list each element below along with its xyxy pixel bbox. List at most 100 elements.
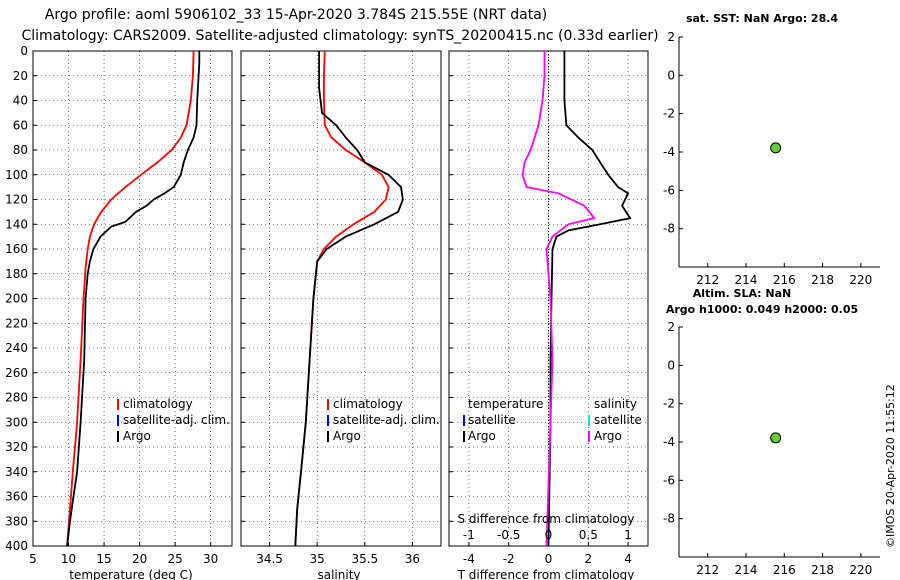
- legend-swatch-argo: [117, 431, 119, 442]
- depth-yticks: 0 20 40 60 80 100 120 140 160 180 200 220 240 260 280 3…: [5, 44, 28, 553]
- temperature-grid: [32, 50, 232, 547]
- ytick-label: 300: [5, 415, 28, 429]
- legend-swatch-climatology: [117, 399, 119, 410]
- series-line-climatology: [66, 50, 195, 547]
- legend-title-temperature: temperature: [468, 397, 543, 411]
- sst-panel: sat. SST: NaN Argo: 28.4 212 214 216 218 220…: [663, 12, 880, 287]
- xtick-label: 15: [96, 552, 111, 566]
- xtick-label: 4: [624, 552, 632, 566]
- xtick-label: 212: [696, 273, 719, 287]
- ytick-label: 280: [5, 391, 28, 405]
- ytick-label: -6: [663, 473, 675, 487]
- xtick-label: -2: [503, 552, 515, 566]
- ytick-label: 220: [5, 316, 28, 330]
- ytick-label: 340: [5, 465, 28, 479]
- legend-swatch-satellite: [117, 415, 119, 426]
- difference-xticks: -4 -2 0 2 4: [463, 552, 632, 566]
- xtick-label: 30: [203, 552, 218, 566]
- legend-label-satellite: satellite-adj. clim.: [333, 413, 440, 427]
- xtick-label: 20: [132, 552, 147, 566]
- xtick-label-salinity: -0.5: [497, 528, 520, 542]
- xtick-label: 36: [405, 552, 420, 566]
- ytick-label: 2: [667, 320, 675, 334]
- ytick-label: 0: [20, 44, 28, 58]
- ytick-label: -8: [663, 222, 675, 236]
- legend-title-salinity: salinity: [594, 397, 637, 411]
- ytick-label: 240: [5, 341, 28, 355]
- legend-swatch-satellite: [327, 415, 329, 426]
- ytick-label: 100: [5, 168, 28, 182]
- salinity-grid: [241, 50, 441, 547]
- legend-label-argo: Argo: [123, 429, 151, 443]
- xtick-label: 35: [310, 552, 325, 566]
- sst-title: sat. SST: NaN Argo: 28.4: [686, 12, 838, 25]
- ytick-label: -4: [663, 435, 675, 449]
- xtick-label: 220: [849, 563, 872, 577]
- ytick-label: 40: [13, 94, 28, 108]
- ytick-label: 360: [5, 490, 28, 504]
- ytick-label: 160: [5, 242, 28, 256]
- temperature-legend: climatology satellite-adj. clim. Argo: [117, 397, 230, 443]
- xtick-label: 5: [29, 552, 37, 566]
- imos-credit: ©IMOS 20-Apr-2020 11:55:12: [884, 384, 897, 548]
- sla-title-line-1: Altim. SLA: NaN: [693, 287, 792, 300]
- salinity-panel: 34.5 35 35.5 36 salinity climatology satell…: [240, 50, 442, 580]
- xtick-label: 216: [773, 273, 796, 287]
- xtick-label-salinity: 0: [545, 528, 553, 542]
- xtick-label: 218: [811, 273, 834, 287]
- sst-yticks: 2 0 -2 -4 -6 -8: [663, 30, 683, 236]
- ytick-label: -4: [663, 145, 675, 159]
- sla-points: [770, 432, 782, 444]
- temperature-xlabel: temperature (deg C): [69, 568, 192, 580]
- xtick-label: 0: [545, 552, 553, 566]
- series-line-argo: [294, 51, 404, 547]
- legend-label-t-satellite: satellite: [468, 413, 516, 427]
- ytick-label: -6: [663, 183, 675, 197]
- legend-swatch-t-satellite: [463, 415, 465, 426]
- legend-label-climatology: climatology: [333, 397, 403, 411]
- salinity-lines: [294, 50, 404, 547]
- scatter-point: [770, 432, 782, 444]
- xtick-label: 35.5: [351, 552, 378, 566]
- temperature-lines: [66, 50, 201, 547]
- temperature-axes-box: [32, 50, 233, 547]
- legend-label-satellite: satellite-adj. clim.: [123, 413, 230, 427]
- xtick-label-salinity: -1: [463, 528, 475, 542]
- xtick-label-salinity: 0.5: [579, 528, 598, 542]
- ytick-label: 400: [5, 539, 28, 553]
- ytick-label: 0: [667, 358, 675, 372]
- difference-xlabel-top: S difference from climatology: [458, 512, 635, 526]
- difference-xlabel: T difference from climatology: [457, 568, 635, 580]
- sla-title-line-2: Argo h1000: 0.049 h2000: 0.05: [666, 303, 858, 316]
- ytick-label: 380: [5, 514, 28, 528]
- xtick-label-salinity: 1: [624, 528, 632, 542]
- legend-swatch-s-satellite: [588, 415, 590, 426]
- xtick-label: 218: [811, 563, 834, 577]
- ytick-label: 140: [5, 217, 28, 231]
- xtick-label: 2: [584, 552, 592, 566]
- xtick-label: -4: [463, 552, 475, 566]
- legend-swatch-s-argo: [588, 431, 590, 442]
- ytick-label: 200: [5, 292, 28, 306]
- ytick-label: 320: [5, 440, 28, 454]
- ytick-label: -2: [663, 107, 675, 121]
- xtick-label: 214: [735, 563, 758, 577]
- xtick-label: 216: [773, 563, 796, 577]
- title-line-1: Argo profile: aoml 5906102_33 15-Apr-202…: [45, 7, 547, 23]
- temperature-xticks: 5 10 15 20 25 30: [29, 552, 218, 566]
- sla-yticks: 2 0 -2 -4 -6 -8: [663, 320, 683, 526]
- sla-panel: Altim. SLA: NaN Argo h1000: 0.049 h2000:…: [663, 287, 880, 577]
- difference-xticks-salinity: -1 -0.5 0 0.5 1: [463, 528, 632, 542]
- legend-swatch-argo: [327, 431, 329, 442]
- xtick-label: 10: [61, 552, 76, 566]
- ytick-label: 0: [667, 68, 675, 82]
- xtick-label: 25: [168, 552, 183, 566]
- ytick-label: -8: [663, 512, 675, 526]
- ytick-label: 20: [13, 69, 28, 83]
- ytick-label: 180: [5, 267, 28, 281]
- salinity-legend: climatology satellite-adj. clim. Argo: [327, 397, 440, 443]
- scatter-point: [770, 142, 782, 154]
- difference-legend: temperature satellite Argo salinity sate…: [463, 397, 642, 443]
- ytick-label: 120: [5, 193, 28, 207]
